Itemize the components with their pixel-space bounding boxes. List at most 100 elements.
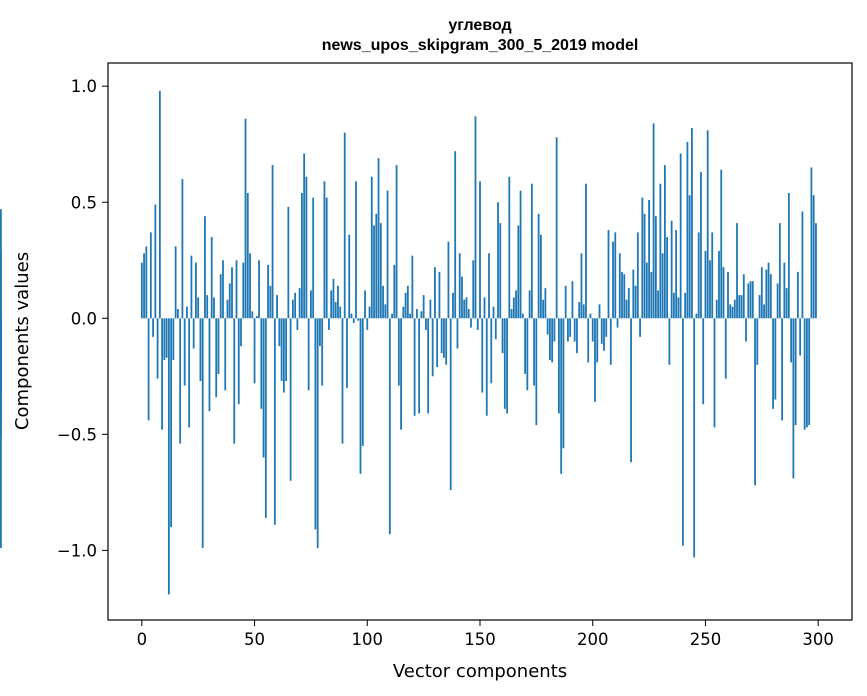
bar-185 [558,318,560,414]
bar-220 [636,232,639,319]
bar-8 [158,90,161,319]
bar-112 [393,264,396,319]
bar-97 [359,318,362,474]
bar-4 [149,232,152,319]
bar-72 [303,153,306,319]
bar-251 [706,130,709,319]
bar-66 [289,318,292,481]
bar-264 [736,223,738,319]
bar-259 [724,318,727,379]
bar-138 [452,292,454,319]
bar-83 [328,318,330,330]
bar-74 [307,318,310,391]
bar-46 [244,118,247,319]
bar-196 [582,304,585,319]
bar-283 [778,223,781,319]
bar-108 [384,304,387,319]
bar-96 [357,318,360,321]
bar-27 [201,318,204,549]
bar-227 [652,123,655,319]
bar-257 [720,169,723,319]
bar-44 [240,318,242,347]
bar-42 [235,260,238,319]
bar-75 [310,290,312,319]
bar-238 [677,297,680,319]
bar-48 [249,253,251,319]
bar-28 [204,216,206,319]
bar-265 [738,295,741,319]
bar-170 [524,318,526,374]
bar-133 [440,318,443,354]
bar-215 [625,299,628,319]
y-axis-ticks: −1.0 −0.5 0.0 0.5 1.0 [57,77,108,560]
bar-20 [186,306,188,319]
bar-102 [370,176,373,319]
bar-157 [494,318,497,340]
bar-114 [397,318,400,386]
bar-211 [616,318,619,328]
bar-135 [445,318,448,365]
bar-19 [183,318,186,386]
bar-242 [686,141,689,319]
bar-118 [406,285,409,319]
bar-214 [623,274,626,319]
bar-247 [697,232,700,319]
bar-51 [255,315,258,319]
y-tick-label: −1.0 [57,541,97,560]
bar-32 [213,297,215,319]
bar-85 [332,278,335,319]
bar-71 [300,192,303,319]
bar-158 [497,202,499,319]
bar-233 [666,237,669,319]
bar-139 [454,151,457,319]
bar-177 [539,234,542,319]
bar-10 [163,318,166,361]
bar-241 [684,292,687,319]
bar-60 [276,295,278,319]
bar-73 [305,176,308,319]
bar-130 [434,267,436,319]
bar-14 [172,318,175,361]
bar-252 [709,260,711,319]
bar-184 [555,137,558,319]
bar-24 [195,262,197,319]
bar-169 [521,313,524,319]
bar-161 [503,318,506,409]
bar-56 [267,264,269,319]
bar-62 [280,318,283,381]
bar-101 [368,306,371,319]
bar-6 [154,204,157,319]
bar-270 [749,281,752,319]
bar-244 [691,127,693,319]
bar-34 [217,318,220,374]
bar-275 [760,267,763,319]
bar-253 [711,232,714,319]
bar-218 [632,269,635,319]
bar-99 [364,290,366,319]
bar-43 [237,318,240,405]
bar-9 [161,318,164,430]
bar-16 [176,309,179,319]
bar-120 [411,255,414,319]
bar-22 [190,255,193,319]
bar-294 [803,318,806,430]
bar-76 [312,197,315,319]
bar-217 [630,318,632,463]
bar-93 [350,313,353,319]
bar-223 [643,213,646,319]
bar-117 [404,292,407,319]
plot-area-frame [107,62,853,621]
bar-268 [745,318,747,342]
bar-263 [733,299,736,319]
bar-195 [580,253,583,319]
bar-166 [515,290,517,319]
bar-115 [400,318,402,430]
bar-269 [747,283,750,319]
bar-57 [269,285,272,319]
bar-266 [740,295,743,319]
bar-78 [316,318,319,549]
bar-297 [810,167,813,319]
bar-36 [222,260,224,319]
bar-154 [488,253,490,319]
bar-178 [542,299,545,319]
